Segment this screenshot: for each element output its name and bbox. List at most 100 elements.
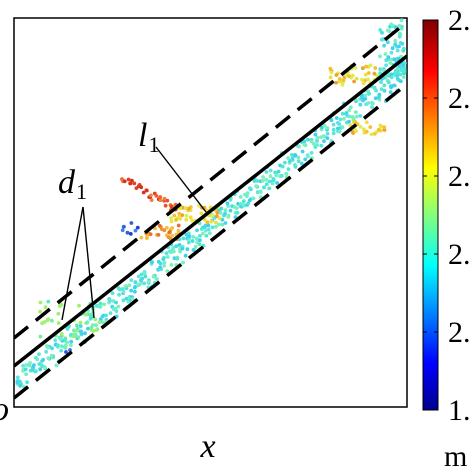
point <box>300 149 305 154</box>
point <box>63 336 68 341</box>
point <box>251 196 256 201</box>
point <box>258 189 263 194</box>
colorbar-tick-label-4: 2. <box>448 238 471 271</box>
point <box>312 142 316 146</box>
point <box>290 153 294 157</box>
point <box>220 217 225 222</box>
point <box>157 223 162 228</box>
point <box>225 201 230 206</box>
point <box>372 71 377 76</box>
point <box>117 292 121 297</box>
point <box>169 205 174 209</box>
point <box>183 253 188 258</box>
point <box>389 50 394 55</box>
point <box>235 211 240 215</box>
point <box>361 66 365 71</box>
point <box>219 206 224 211</box>
point <box>23 367 28 372</box>
point <box>334 80 338 85</box>
point <box>401 75 406 79</box>
point <box>98 317 103 321</box>
point <box>380 30 384 35</box>
point <box>392 83 396 88</box>
point <box>93 317 98 322</box>
point <box>368 125 373 129</box>
point <box>132 181 137 186</box>
point <box>170 226 175 230</box>
point <box>361 127 366 132</box>
point <box>191 247 196 252</box>
point <box>328 66 333 71</box>
point <box>148 232 153 237</box>
point <box>178 249 183 254</box>
point <box>122 224 126 229</box>
point <box>133 284 138 289</box>
point <box>59 348 64 353</box>
point <box>215 214 219 219</box>
point <box>165 198 170 203</box>
point <box>274 173 279 178</box>
point <box>363 72 368 77</box>
point <box>358 124 363 129</box>
point <box>190 239 195 243</box>
point <box>397 23 402 28</box>
point <box>364 129 369 134</box>
point <box>388 61 393 65</box>
point <box>56 343 60 348</box>
point <box>174 218 178 222</box>
point <box>71 334 76 339</box>
point <box>77 303 81 308</box>
point <box>385 28 390 33</box>
point <box>100 320 105 325</box>
point <box>53 338 58 342</box>
point <box>15 375 20 380</box>
point <box>25 380 29 385</box>
point <box>120 228 125 233</box>
point <box>45 318 50 323</box>
point <box>166 235 171 240</box>
point <box>397 64 402 69</box>
point <box>254 184 259 189</box>
point <box>91 329 96 333</box>
point <box>210 213 215 218</box>
point <box>268 168 273 173</box>
point <box>313 132 318 137</box>
point <box>372 85 377 90</box>
point <box>49 353 54 358</box>
point <box>33 369 38 374</box>
point <box>59 337 63 341</box>
point <box>75 323 79 328</box>
point <box>129 221 134 225</box>
point <box>143 271 147 276</box>
point <box>156 233 161 237</box>
point <box>165 269 170 273</box>
point <box>89 325 94 330</box>
point <box>38 309 42 314</box>
point <box>358 102 363 107</box>
point <box>370 105 374 109</box>
point <box>165 225 169 230</box>
point <box>370 100 374 105</box>
point <box>347 119 351 124</box>
point <box>163 203 168 208</box>
point <box>366 77 370 82</box>
point <box>41 357 45 362</box>
point <box>342 116 346 121</box>
point <box>399 18 404 23</box>
point <box>241 199 246 204</box>
point <box>325 126 330 131</box>
point <box>226 213 231 218</box>
l1-label: l1 <box>138 117 159 157</box>
point <box>276 169 281 174</box>
point <box>397 44 401 49</box>
point <box>395 73 400 77</box>
point <box>306 137 310 142</box>
point <box>150 260 154 265</box>
point <box>351 117 356 122</box>
point <box>154 194 159 198</box>
point <box>185 247 190 252</box>
point <box>337 122 342 126</box>
point <box>325 136 330 141</box>
point <box>98 301 103 306</box>
colorbar-tick-label-2: 2. <box>448 82 471 115</box>
